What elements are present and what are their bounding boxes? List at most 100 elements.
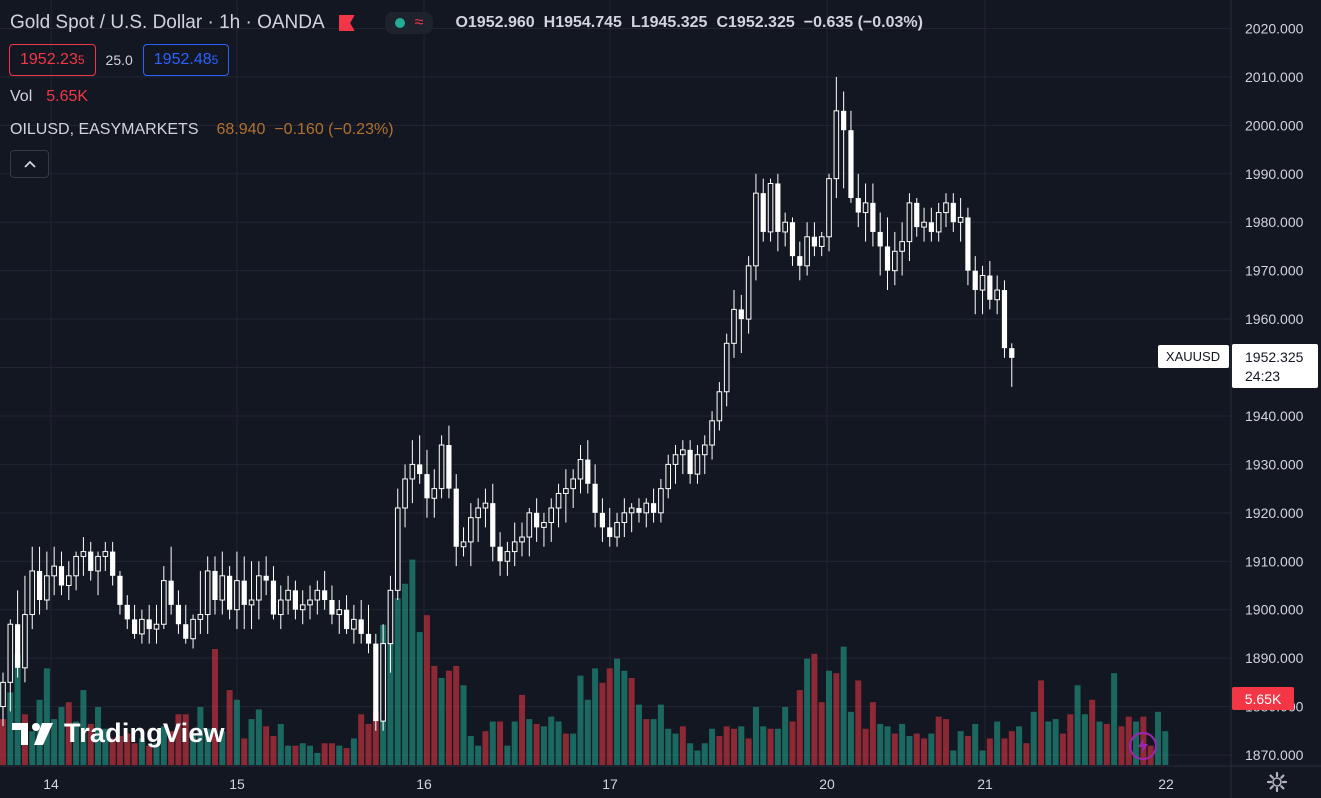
candle-body-down [343, 609, 350, 630]
high-value: 1954.745 [555, 14, 622, 31]
volume-bar [299, 743, 306, 765]
volume-bar [584, 699, 591, 765]
volume-bar [621, 670, 628, 765]
volume-bar [877, 723, 884, 765]
time-tick-label: 16 [416, 776, 432, 792]
volume-bar [307, 745, 314, 765]
candle [270, 566, 277, 620]
candle [409, 440, 416, 504]
candle [36, 546, 43, 615]
time-tick-label: 17 [602, 776, 618, 792]
volume-bar [818, 702, 825, 765]
volume-bar [1038, 680, 1045, 765]
sell-button[interactable]: 1952.235 [9, 44, 96, 76]
candle [935, 202, 942, 242]
volume-bar [102, 728, 109, 765]
candle-body-up [504, 551, 511, 562]
candle-body-up [402, 478, 408, 509]
grid-lines [0, 0, 1231, 766]
volume-bar [606, 668, 613, 765]
candle [161, 566, 167, 630]
buy-button[interactable]: 1952.485 [142, 44, 230, 76]
volume-bar [1001, 738, 1008, 765]
candle [658, 478, 664, 523]
volume-bar [1052, 719, 1059, 765]
volume-bar [1089, 699, 1096, 765]
candle-body-up [277, 599, 284, 616]
candle [234, 551, 240, 630]
candle [358, 600, 364, 644]
candle [797, 241, 803, 281]
candle [650, 488, 657, 523]
candle-body-up [943, 202, 949, 214]
candle [373, 633, 379, 731]
candle [497, 532, 503, 576]
volume-bar [445, 670, 452, 765]
market-status-pill[interactable]: ≈ [384, 12, 434, 34]
volume-bar [774, 728, 781, 765]
volume-bar [58, 707, 65, 765]
candle [7, 619, 14, 712]
volume-bar [80, 690, 87, 765]
candle [950, 193, 956, 232]
candle-body-up [862, 202, 869, 214]
price-tick-label: 1960.000 [1245, 311, 1304, 327]
flag-icon[interactable] [338, 15, 355, 31]
volume-bar [65, 702, 72, 765]
candle [402, 464, 408, 528]
candle [44, 551, 50, 610]
volume-bar [1030, 711, 1037, 765]
waves-icon: ≈ [414, 14, 424, 31]
candle-body-up [380, 643, 386, 722]
volume-label-box [1232, 687, 1294, 710]
candle-body-up [767, 182, 774, 233]
volume-bar [248, 719, 255, 765]
volume-bar [635, 704, 642, 765]
candle-body-down [914, 202, 920, 228]
candle [870, 183, 876, 247]
candle [957, 198, 964, 242]
volume-bar [270, 736, 277, 765]
candle-body-down [124, 604, 130, 620]
tradingview-logo[interactable]: TradingView [12, 718, 225, 749]
candle-body-up [526, 512, 533, 538]
candle [841, 91, 847, 189]
candle [424, 449, 430, 518]
candle-body-up [161, 580, 167, 625]
candle-body-down [322, 590, 328, 601]
volume-legend[interactable]: Vol 5.65K [10, 88, 88, 106]
candle [394, 488, 401, 601]
time-axis[interactable]: 14 15 16 17 20 21 22 [43, 776, 1174, 792]
lightning-icon[interactable] [1129, 732, 1157, 760]
price-tick-label: 1990.000 [1245, 166, 1304, 182]
candle-body-up [709, 420, 715, 446]
volume-bar [1154, 711, 1161, 765]
candle-body-up [153, 623, 160, 630]
volume-bar [862, 728, 869, 765]
candle-body-down [446, 445, 452, 489]
candle [628, 503, 635, 533]
candle-body-up [482, 502, 489, 509]
volume-bar [233, 699, 240, 765]
compare-legend[interactable]: OILUSD, EASYMARKETS 68.940 −0.160 (−0.23… [10, 121, 394, 139]
volume-label-value: 5.65K [1245, 691, 1282, 707]
volume-bar [292, 745, 299, 765]
collapse-legend-button[interactable] [10, 150, 49, 178]
time-tick-label: 14 [43, 776, 59, 792]
volume-bar [804, 658, 811, 765]
candle-body-up [826, 178, 832, 238]
candle [351, 604, 357, 644]
candle [987, 260, 993, 310]
sell-price-small: 5 [77, 53, 85, 67]
open-value: 1952.960 [467, 14, 535, 31]
candle [0, 672, 6, 726]
volume-bar [884, 726, 891, 765]
candle [519, 522, 525, 557]
candle-body-up [44, 575, 50, 601]
candle-body-up [51, 565, 57, 577]
symbol-title[interactable]: Gold Spot / U.S. Dollar · 1h · OANDA [10, 12, 325, 33]
volume-bar [540, 726, 547, 765]
gear-icon[interactable] [1266, 771, 1288, 793]
candle [585, 440, 591, 494]
